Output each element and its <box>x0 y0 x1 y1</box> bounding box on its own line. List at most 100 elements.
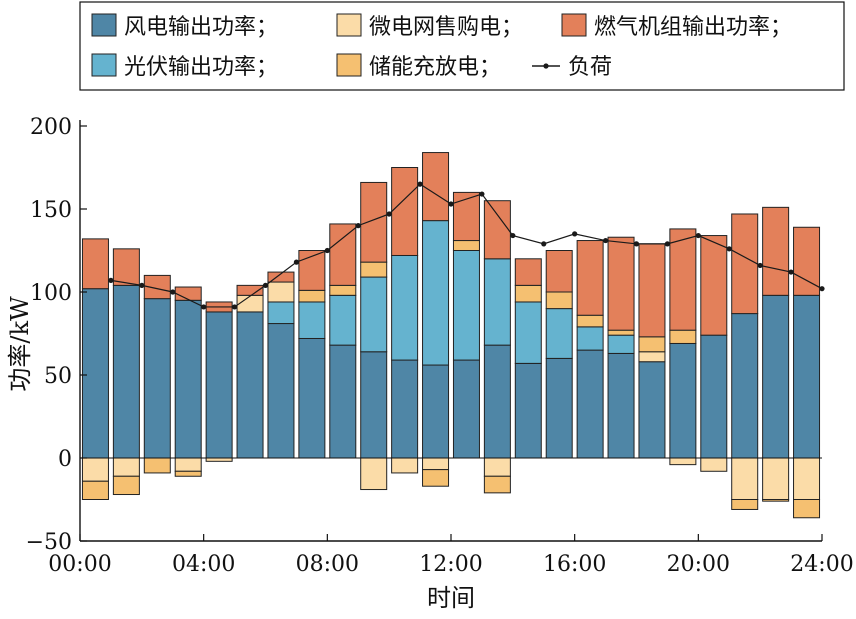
bars-layer <box>81 152 821 519</box>
x-tick-label: 20:00 <box>667 552 730 577</box>
bar-storage-h19 <box>638 336 666 353</box>
load-point-h21 <box>726 246 732 252</box>
x-tick-label: 04:00 <box>172 552 235 577</box>
legend-swatch-grid <box>336 13 362 37</box>
bar-grid-h6 <box>236 294 264 313</box>
bar-wind-h16 <box>545 357 573 459</box>
bar-neg-storage-h1 <box>81 480 109 500</box>
legend-swatch-load-marker <box>543 63 549 69</box>
bar-pv-h9 <box>329 294 357 346</box>
bar-grid-h7 <box>267 281 295 303</box>
load-point-h13 <box>479 191 485 197</box>
bar-grid-h19 <box>638 351 666 363</box>
y-tick-label: 100 <box>30 281 72 306</box>
bar-neg-grid-h22 <box>731 457 759 500</box>
load-point-h23 <box>788 269 794 275</box>
bar-neg-grid-h21 <box>700 457 728 472</box>
bar-wind-h18 <box>607 352 635 459</box>
load-point-h22 <box>757 262 763 269</box>
bar-gas-h17 <box>576 240 604 316</box>
bar-neg-storage-h24 <box>793 499 821 519</box>
bar-neg-storage-h3 <box>143 457 171 474</box>
load-point-h8 <box>324 247 330 254</box>
bar-wind-h11 <box>391 359 419 459</box>
bar-neg-grid-h23 <box>762 457 790 500</box>
bar-storage-h20 <box>669 329 697 344</box>
load-point-h20 <box>695 232 701 239</box>
bar-neg-storage-h12 <box>422 469 450 487</box>
bar-storage-h15 <box>514 284 542 303</box>
bar-wind-h21 <box>700 334 728 459</box>
bar-pv-h11 <box>391 254 419 361</box>
legend: 风电输出功率； 微电网售购电； 燃气机组输出功率； 光伏输出功率； 储能充放电； 负荷 <box>79 1 845 91</box>
axes-layer: −50 0 50 100 150 200 00:00 04:00 08:00 12:00 16:00… <box>26 115 854 577</box>
bar-gas-h6 <box>236 284 264 296</box>
bar-wind-h15 <box>514 362 542 459</box>
bar-wind-h19 <box>638 361 666 459</box>
legend-swatch-wind <box>91 13 117 37</box>
load-line-layer <box>108 181 825 310</box>
load-line <box>110 183 823 308</box>
load-point-h3 <box>170 289 176 295</box>
bar-neg-grid-h10 <box>360 457 388 491</box>
bar-wind-h12 <box>422 364 450 459</box>
bar-pv-h16 <box>545 308 573 359</box>
bar-pv-h13 <box>452 250 480 361</box>
legend-label-gas: 燃气机组输出功率； <box>594 15 792 40</box>
load-point-h10 <box>386 211 392 217</box>
bar-neg-grid-h24 <box>793 457 821 500</box>
bar-gas-h7 <box>267 271 295 283</box>
bar-wind-h20 <box>669 342 697 459</box>
load-point-h17 <box>602 237 609 244</box>
bar-gas-h24 <box>793 226 821 296</box>
load-point-h19 <box>664 241 671 247</box>
bar-wind-h2 <box>112 284 140 459</box>
bar-neg-grid-h4 <box>174 457 202 472</box>
bar-pv-h8 <box>298 301 326 339</box>
legend-label-load: 负荷 <box>568 55 612 80</box>
legend-box <box>79 1 845 91</box>
bar-wind-h1 <box>81 288 109 459</box>
bar-wind-h13 <box>452 359 480 459</box>
load-point-h9 <box>355 223 361 229</box>
bar-neg-grid-h12 <box>422 457 450 471</box>
bar-gas-h19 <box>638 243 666 338</box>
bar-neg-grid-h2 <box>112 457 140 477</box>
load-point-h12 <box>448 201 454 207</box>
bar-wind-h10 <box>360 351 388 459</box>
bar-neg-storage-h14 <box>483 475 511 494</box>
bar-wind-h17 <box>576 349 604 459</box>
bar-neg-storage-h2 <box>112 475 140 496</box>
bar-pv-h14 <box>483 258 511 346</box>
bar-neg-grid-h1 <box>81 457 109 482</box>
load-point-h11 <box>417 181 423 187</box>
bar-pv-h17 <box>576 326 604 351</box>
x-tick-label: 24:00 <box>790 552 853 577</box>
bar-gas-h16 <box>545 250 573 293</box>
legend-label-wind: 风电输出功率； <box>124 15 278 40</box>
bar-wind-h22 <box>731 313 759 459</box>
load-point-h15 <box>541 241 547 247</box>
load-point-h16 <box>572 231 578 237</box>
x-tick-label: 00:00 <box>48 552 111 577</box>
bar-wind-h9 <box>329 344 357 459</box>
bar-storage-h13 <box>452 240 480 251</box>
bar-gas-h11 <box>391 167 419 256</box>
legend-label-pv: 光伏输出功率； <box>124 55 278 80</box>
legend-swatch-pv <box>91 53 117 77</box>
bar-wind-h14 <box>483 344 511 459</box>
bar-gas-h4 <box>174 286 202 301</box>
bar-gas-h21 <box>700 235 728 336</box>
bar-storage-h18 <box>607 329 635 336</box>
bar-storage-h10 <box>360 261 388 278</box>
bar-wind-h4 <box>174 299 202 459</box>
bar-gas-h9 <box>329 223 357 286</box>
bar-wind-h3 <box>143 298 171 459</box>
y-tick-label: −50 <box>26 530 72 555</box>
bar-pv-h15 <box>514 301 542 364</box>
bar-wind-h6 <box>236 311 264 459</box>
bar-gas-h14 <box>483 200 511 260</box>
bar-gas-h2 <box>112 248 140 286</box>
bar-wind-h24 <box>793 294 821 459</box>
x-tick-label: 12:00 <box>419 552 482 577</box>
